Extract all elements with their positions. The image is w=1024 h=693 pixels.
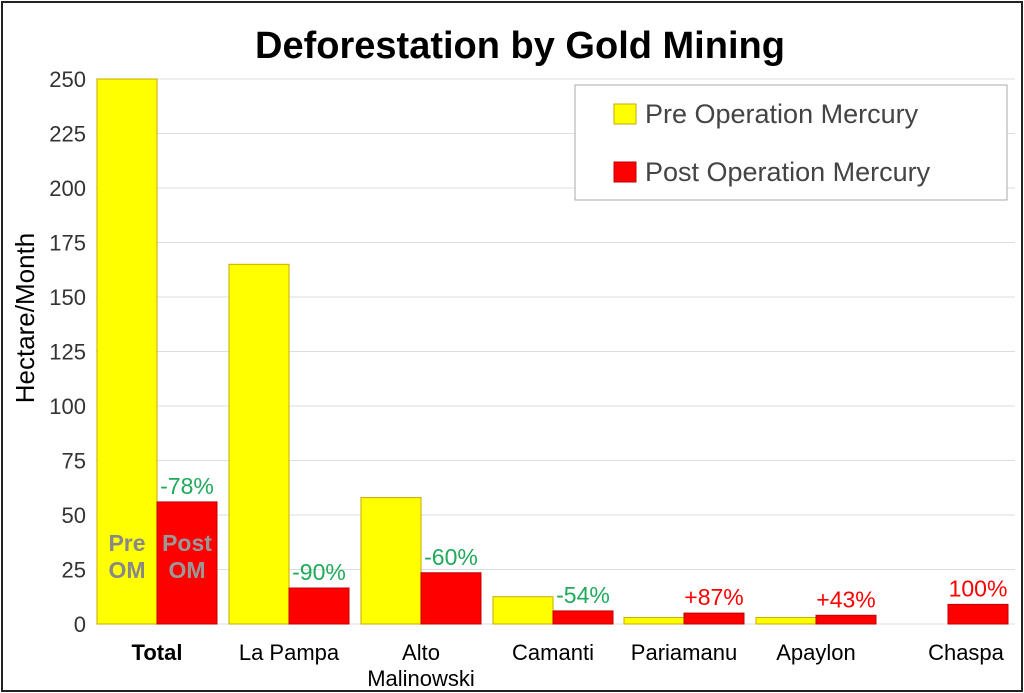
data-label: +43% [816, 586, 875, 612]
x-tick-label: Camanti [512, 640, 594, 665]
y-tick-label: 200 [49, 176, 86, 201]
legend-swatch [613, 103, 637, 125]
x-tick-label: Pariamanu [631, 640, 737, 665]
data-label: -78% [160, 473, 214, 499]
legend-box [574, 84, 1008, 201]
inner-label-post: Post [162, 530, 212, 556]
y-tick-label: 0 [74, 612, 86, 637]
bar-pre [96, 78, 158, 625]
bar-post [420, 572, 482, 625]
y-tick-label: 25 [62, 558, 86, 583]
legend-label: Pre Operation Mercury [645, 99, 919, 129]
bar-post [947, 603, 1009, 625]
bar-post [288, 587, 350, 625]
legend-swatch [613, 161, 637, 183]
data-label: -54% [556, 582, 610, 608]
x-tick-label: Apaylon [776, 640, 856, 665]
bar-pre [492, 596, 554, 625]
bar-post [156, 501, 218, 625]
y-tick-label: 225 [49, 122, 86, 147]
bar-pre [623, 616, 685, 625]
y-tick-label: 250 [49, 67, 86, 92]
x-tick-label: Alto [402, 640, 440, 665]
y-tick-label: 175 [49, 231, 86, 256]
bar-pre [360, 497, 422, 625]
y-tick-label: 150 [49, 285, 86, 310]
bar-post [815, 614, 877, 625]
chart-title: Deforestation by Gold Mining [255, 25, 785, 67]
inner-label-pre: OM [108, 557, 145, 583]
y-tick-label: 100 [49, 394, 86, 419]
x-tick-label: La Pampa [239, 640, 340, 665]
inner-label-post: OM [168, 557, 205, 583]
bar-post [683, 612, 745, 625]
y-axis-label: Hectare/Month [10, 233, 40, 404]
data-label: -90% [292, 559, 346, 585]
legend-label: Post Operation Mercury [645, 157, 931, 187]
y-tick-label: 75 [62, 449, 86, 474]
data-label: -60% [424, 544, 478, 570]
y-tick-label: 50 [62, 503, 86, 528]
bar-pre [755, 616, 817, 625]
y-tick-label: 125 [49, 340, 86, 365]
data-label: +87% [684, 584, 743, 610]
x-tick-label: Malinowski [367, 666, 475, 691]
inner-label-pre: Pre [108, 530, 145, 556]
x-tick-label: Total [132, 640, 183, 665]
data-label: 100% [949, 575, 1008, 601]
bar-pre [228, 263, 290, 625]
x-tick-label: Chaspa [928, 640, 1005, 665]
bar-post [552, 610, 614, 625]
